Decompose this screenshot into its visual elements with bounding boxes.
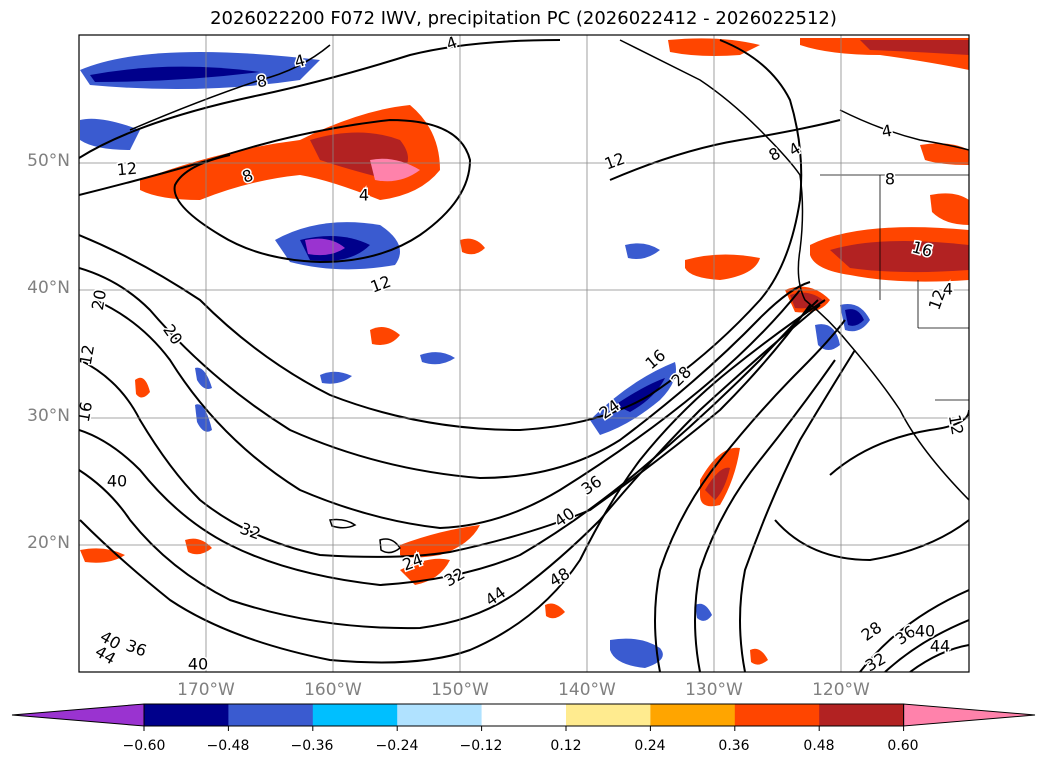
contour-label: 12 <box>945 413 967 436</box>
contour-label: 16 <box>74 400 96 423</box>
lon-label: 140°W <box>558 680 616 700</box>
colorbar-tick-label: −0.48 <box>206 738 250 754</box>
gridlines <box>79 35 969 672</box>
iwv-contours <box>79 39 969 672</box>
colorbar-tick-label: 0.24 <box>634 738 666 754</box>
lat-label: 50°N <box>27 151 70 171</box>
lon-label: 170°W <box>177 680 235 700</box>
colorbar-tick-label: −0.60 <box>122 738 166 754</box>
lat-label: 40°N <box>27 278 70 298</box>
colorbar-tick-label: −0.12 <box>459 738 503 754</box>
colorbar-tick-label: 0.48 <box>803 738 835 754</box>
lon-label: 120°W <box>812 680 870 700</box>
contour-label: 4 <box>943 280 953 299</box>
lon-label: 130°W <box>685 680 743 700</box>
contour-label: 8 <box>885 170 895 189</box>
lat-label: 20°N <box>27 533 70 553</box>
contour-label: 20 <box>88 288 110 311</box>
colorbar-tick-label: −0.24 <box>375 738 419 754</box>
borders <box>820 174 969 401</box>
contour-label: 40 <box>188 655 208 674</box>
contour-label: 40 <box>107 472 127 491</box>
colorbar-tick-label: 0.60 <box>887 738 919 754</box>
contour-label: 40 <box>915 622 935 641</box>
map-title: 2026022200 F072 IWV, precipitation PC (2… <box>210 8 837 29</box>
map-frame <box>78 34 970 673</box>
contour-label: 4 <box>359 186 369 205</box>
colorbar-tick-label: 0.12 <box>550 738 582 754</box>
map-background <box>79 35 969 672</box>
lat-label: 30°N <box>27 406 70 426</box>
contour-label: 12 <box>116 159 138 180</box>
coastlines <box>129 39 969 554</box>
contour-label: 44 <box>930 637 950 656</box>
contour-label: 8 <box>255 71 268 91</box>
lon-label: 160°W <box>304 680 362 700</box>
colorbar-tick-label: −0.36 <box>290 738 334 754</box>
contour-label: 12 <box>76 343 98 366</box>
colorbar-tick-label: 0.36 <box>718 738 750 754</box>
precip-patches <box>80 38 969 668</box>
lon-label: 150°W <box>431 680 489 700</box>
contour-label: 4 <box>880 121 893 141</box>
